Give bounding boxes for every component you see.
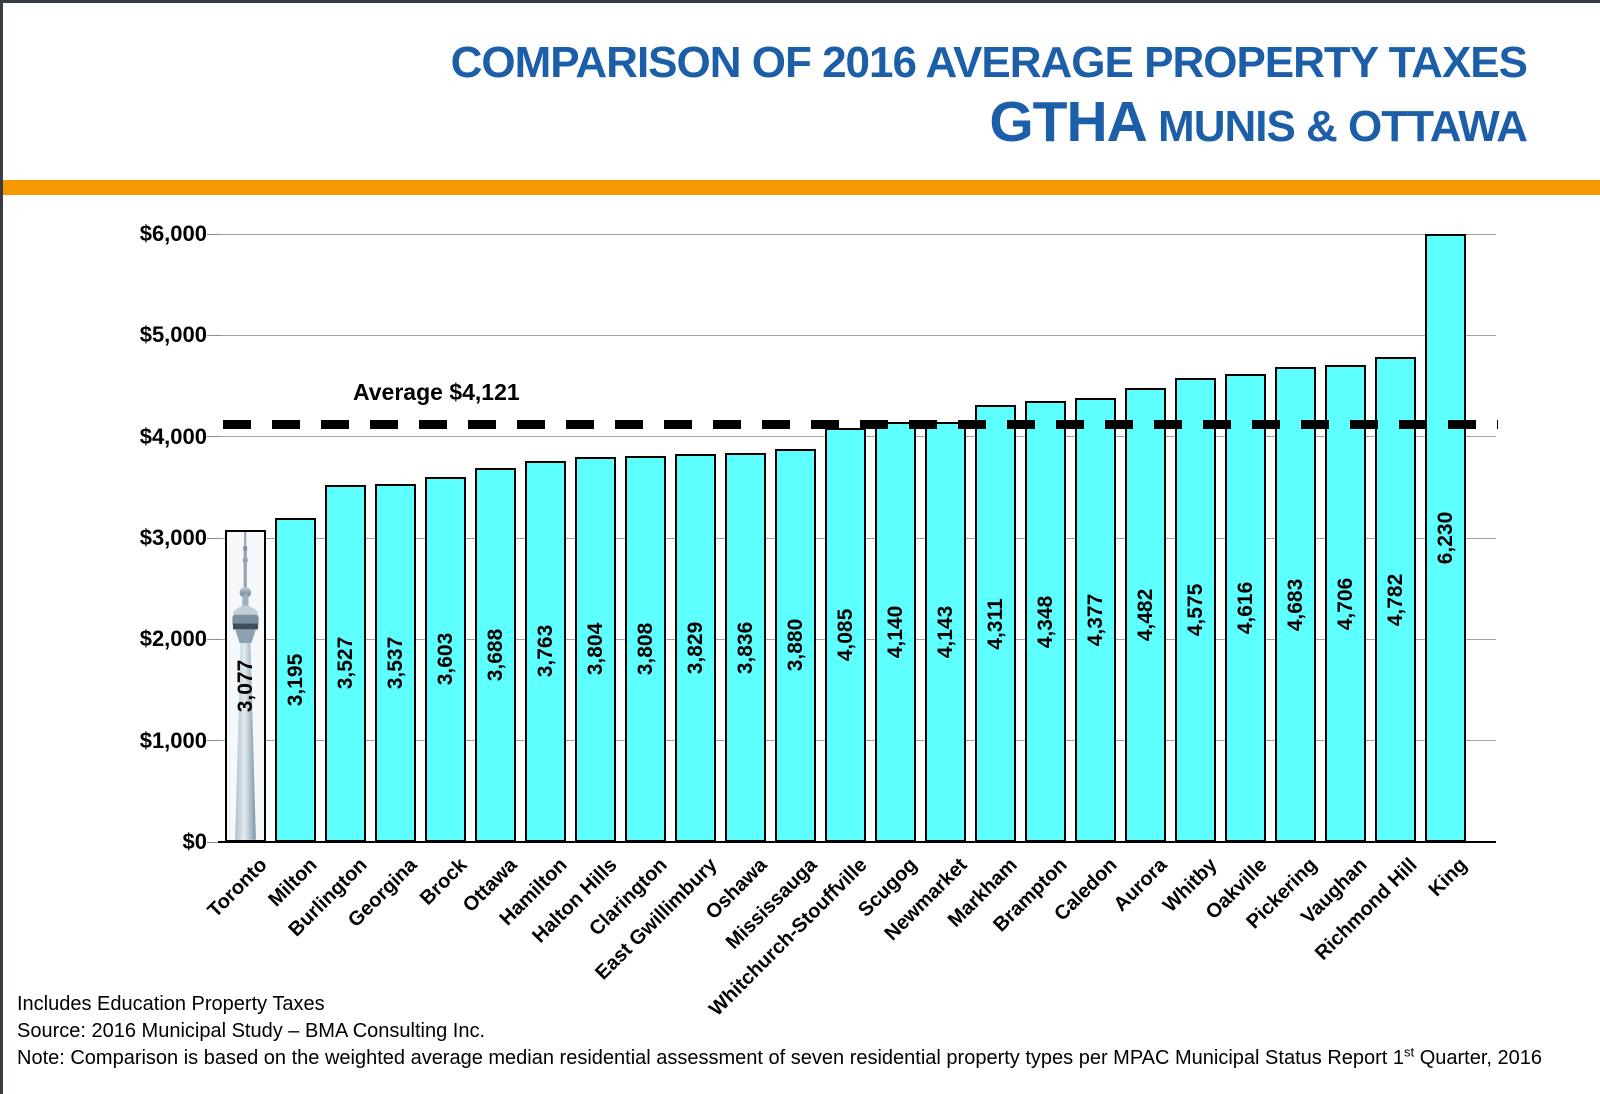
y-axis-tick — [207, 841, 221, 843]
bar-chart: $0 $1,000 $2,000 $3,000 $4,000 $5,000 $6,000 — [3, 3, 1600, 1094]
bar-markham: 4,311 — [975, 405, 1016, 842]
bar-value-label: 3,763 — [533, 625, 557, 678]
bar-value-label: 4,706 — [1333, 577, 1357, 630]
y-axis-tick — [207, 638, 221, 640]
bar-value-label: 4,311 — [983, 597, 1007, 650]
bar-value-label: 6,230 — [1433, 511, 1457, 565]
y-axis-tick-label: $4,000 — [139, 423, 207, 449]
bar-burlington: 3,527 — [325, 484, 366, 842]
y-axis-tick — [207, 537, 221, 539]
bar-value-label: 3,527 — [333, 637, 357, 690]
y-axis-tick — [207, 436, 221, 438]
bar-hamilton: 3,763 — [525, 460, 566, 842]
footnote-note-superscript: st — [1404, 1044, 1415, 1060]
bar-halton-hills: 3,804 — [575, 456, 616, 842]
bar-richmond-hill: 4,782 — [1375, 357, 1416, 842]
bar-toronto: 3,077 — [225, 530, 266, 842]
bar-value-label: 3,688 — [483, 628, 507, 682]
y-axis-tick — [207, 740, 221, 742]
bar-value-label: 4,616 — [1233, 581, 1257, 635]
y-axis-tick-label: $5,000 — [139, 322, 207, 348]
bar-value-label: 3,804 — [583, 622, 607, 676]
footnote-note-tail: Quarter, 2016 — [1414, 1047, 1543, 1069]
bar-vaughan: 4,706 — [1325, 365, 1366, 842]
bar-value-label: 4,140 — [883, 605, 907, 659]
y-axis-tick-label: $1,000 — [139, 727, 207, 753]
bar-aurora: 4,482 — [1125, 387, 1166, 842]
bar-whitchurch-stouffville: 4,085 — [825, 428, 866, 842]
bar-caledon: 4,377 — [1075, 398, 1116, 842]
footnotes: Includes Education Property Taxes Source… — [17, 991, 1577, 1072]
bar-mississauga: 3,880 — [775, 448, 816, 842]
footnote-source: Source: 2016 Municipal Study – BMA Consu… — [17, 1020, 486, 1042]
bar-newmarket: 4,143 — [925, 422, 966, 842]
orange-divider — [3, 180, 1600, 195]
bar-value-label: 4,482 — [1133, 588, 1157, 642]
footnote-includes: Includes Education Property Taxes — [17, 993, 325, 1015]
chart-title-line1: COMPARISON OF 2016 AVERAGE PROPERTY TAXE… — [450, 38, 1528, 87]
bar-whitby: 4,575 — [1175, 378, 1216, 842]
bar-value-label: 3,829 — [683, 621, 707, 675]
bar-value-label: 3,603 — [433, 633, 457, 686]
bar-value-label: 4,348 — [1033, 595, 1057, 648]
y-axis-tick-label: $6,000 — [139, 221, 207, 246]
footnote-note: Note: Comparison is based on the weighte… — [17, 1045, 1577, 1072]
y-axis-tick-label: $0 — [182, 829, 207, 854]
bar-value-label: 3,836 — [733, 621, 757, 674]
y-axis-tick — [207, 233, 221, 235]
bar-ottawa: 3,688 — [475, 468, 516, 842]
bar-value-label: 3,195 — [283, 653, 307, 707]
y-axis-tick-label: $2,000 — [139, 626, 207, 652]
bar-value-label: 4,143 — [933, 605, 957, 659]
bar-clarington: 3,808 — [625, 456, 666, 842]
y-axis-tick — [207, 334, 221, 336]
bar-oakville: 4,616 — [1225, 374, 1266, 842]
chart-title-gtha: GTHA — [989, 89, 1147, 154]
bar-value-label: 4,085 — [833, 608, 857, 662]
chart-title-munis-ottawa: MUNIS & OTTAWA — [1146, 101, 1528, 151]
bar-value-label: 3,537 — [383, 636, 407, 690]
bar-value-label: 4,575 — [1183, 583, 1207, 637]
bar-value-label: 3,880 — [783, 619, 807, 672]
bar-oshawa: 3,836 — [725, 453, 766, 842]
bar-pickering: 4,683 — [1275, 367, 1316, 842]
footnote-note-text: Note: Comparison is based on the weighte… — [17, 1047, 1405, 1069]
bar-brampton: 4,348 — [1025, 401, 1066, 842]
gridline — [221, 233, 1496, 235]
bar-milton: 3,195 — [275, 518, 316, 842]
gridline — [221, 334, 1496, 336]
cn-tower-image — [227, 532, 264, 840]
bar-value-label: 4,683 — [1283, 578, 1307, 631]
bar-value-label: 4,377 — [1083, 593, 1107, 647]
x-axis-baseline — [218, 841, 1496, 843]
average-line-label: Average $4,121 — [353, 379, 520, 405]
bar-east-gwillimbury: 3,829 — [675, 453, 716, 842]
bar-king: 6,230 — [1425, 234, 1466, 842]
bar-georgina: 3,537 — [375, 483, 416, 842]
bar-value-label: 3,808 — [633, 622, 657, 676]
bar-value-label: 4,782 — [1383, 573, 1407, 626]
bar-scugog: 4,140 — [875, 422, 916, 842]
bar-brock: 3,603 — [425, 476, 466, 842]
average-line — [223, 419, 1498, 429]
chart-title-line2: GTHA MUNIS & OTTAWA — [451, 89, 1528, 154]
bar-value-label: 3,077 — [233, 659, 257, 713]
chart-title: COMPARISON OF 2016 AVERAGE PROPERTY TAXE… — [450, 38, 1528, 154]
y-axis-tick-label: $3,000 — [139, 525, 207, 550]
